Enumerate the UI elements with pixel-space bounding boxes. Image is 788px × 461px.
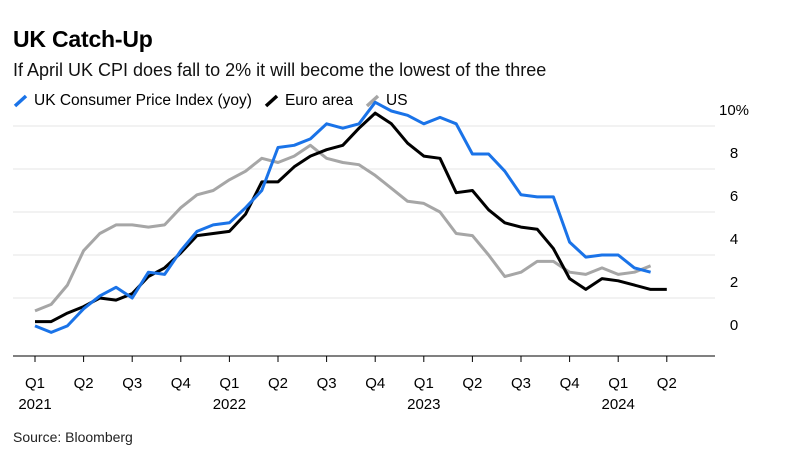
y-tick-label: 8	[730, 145, 738, 162]
x-tick-label: Q1	[608, 375, 628, 392]
legend-item-euro: Euro area	[264, 92, 353, 110]
series-line	[34, 100, 651, 334]
x-year-label: 2024	[602, 396, 635, 413]
x-tick-label: Q2	[74, 375, 94, 392]
x-year-label: 2021	[18, 396, 51, 413]
x-tick-label: Q3	[511, 375, 531, 392]
y-tick-label: 0	[730, 317, 738, 334]
legend-swatch-uk	[13, 94, 28, 108]
x-year-label: 2023	[407, 396, 440, 413]
x-tick-label: Q4	[365, 375, 385, 392]
legend: UK Consumer Price Index (yoy) Euro area …	[13, 91, 420, 111]
x-year-label: 2022	[213, 396, 246, 413]
y-tick-label: 2	[730, 274, 738, 291]
x-tick-label: Q4	[560, 375, 580, 392]
legend-swatch-us	[365, 94, 380, 108]
source-note: Source: Bloomberg	[13, 429, 133, 445]
x-tick-label: Q1	[414, 375, 434, 392]
legend-item-us: US	[365, 92, 408, 110]
legend-label-euro: Euro area	[284, 92, 354, 109]
series-line	[35, 111, 667, 324]
x-tick-label: Q3	[122, 375, 142, 392]
x-tick-label: Q4	[171, 375, 191, 392]
y-tick-label: 4	[730, 231, 738, 248]
chart-title: UK Catch-Up	[13, 26, 153, 52]
series-line	[34, 143, 652, 313]
x-tick-label: Q2	[657, 375, 677, 392]
legend-swatch-euro	[264, 94, 279, 108]
y-tick-label: 10%	[719, 102, 749, 119]
x-tick-label: Q1	[25, 375, 45, 392]
legend-item-uk: UK Consumer Price Index (yoy)	[13, 92, 252, 110]
legend-label-uk: UK Consumer Price Index (yoy)	[34, 92, 252, 109]
x-tick-label: Q2	[268, 375, 288, 392]
x-tick-label: Q3	[317, 375, 337, 392]
chart-subtitle: If April UK CPI does fall to 2% it will …	[13, 60, 547, 80]
legend-label-us: US	[386, 92, 408, 109]
y-tick-label: 6	[730, 188, 738, 205]
x-tick-label: Q1	[219, 375, 239, 392]
x-tick-label: Q2	[462, 375, 482, 392]
